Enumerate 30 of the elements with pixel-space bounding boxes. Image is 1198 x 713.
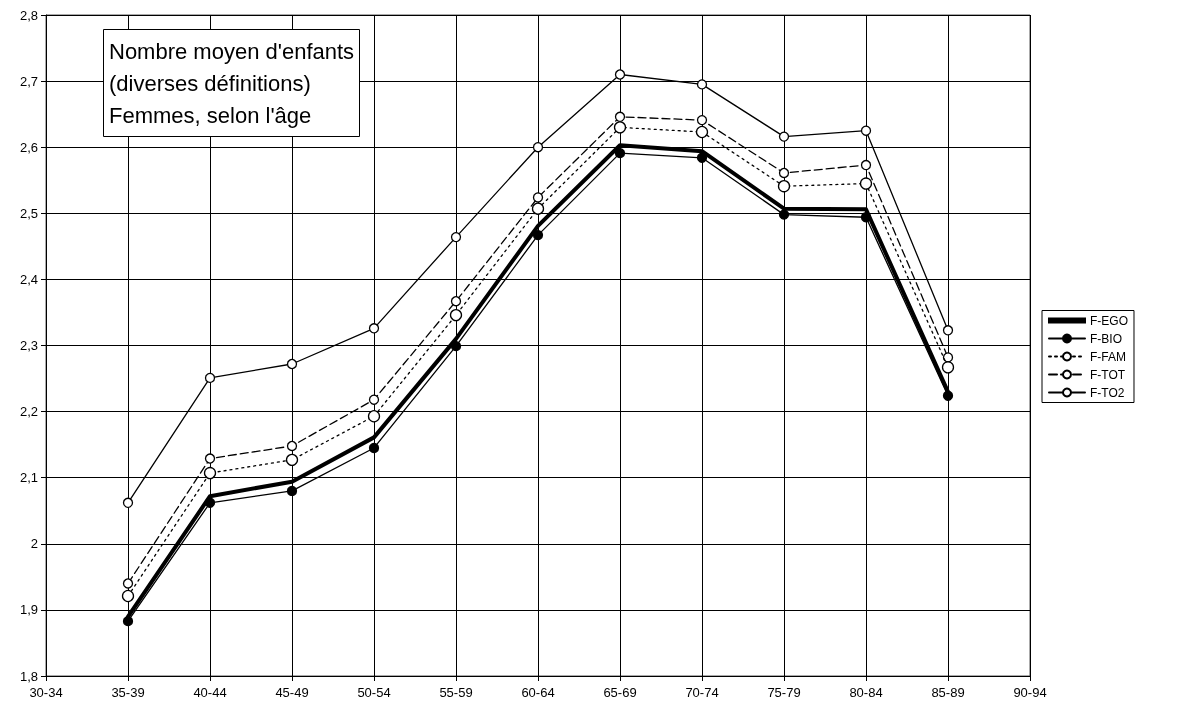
x-tick-label: 85-89 — [931, 685, 965, 700]
y-tick-label: 1,9 — [19, 602, 38, 618]
y-tick-label: 2,1 — [19, 470, 38, 486]
legend-label: F-TOT — [1090, 367, 1126, 382]
x-tick-label: 80-84 — [849, 685, 883, 700]
x-tick-label: 70-74 — [685, 685, 719, 700]
y-tick-label: 2,3 — [19, 338, 38, 353]
y-tick-label: 2,4 — [19, 271, 38, 287]
y-tick-label: 2 — [30, 536, 38, 552]
y-tick-label: 2,8 — [19, 7, 38, 23]
x-tick-label: 40-44 — [193, 685, 227, 700]
x-tick-label: 35-39 — [111, 685, 145, 700]
x-tick-label: 50-54 — [357, 685, 391, 700]
y-tick-label: 2,6 — [19, 139, 38, 155]
x-tick-label: 45-49 — [275, 685, 309, 700]
x-tick-label: 60-64 — [521, 685, 555, 700]
y-tick-label: 1,8 — [19, 668, 38, 684]
y-tick-label: 2,5 — [19, 205, 38, 221]
y-tick-label: 2,2 — [19, 404, 38, 420]
x-tick-label: 90-94 — [1013, 685, 1047, 700]
legend-label: F-BIO — [1090, 331, 1122, 346]
x-tick-label: 75-79 — [767, 685, 801, 700]
text: Nombre moyen d'enfants (diverses définitions) Femmes, selon l'âge — [109, 38, 355, 128]
legend-label: F-EGO — [1090, 313, 1128, 328]
y-tick-label: 2,7 — [19, 73, 38, 89]
x-tick-label: 65-69 — [603, 685, 637, 700]
x-tick-label: 55-59 — [439, 685, 473, 700]
legend-label: F-FAM — [1090, 349, 1126, 364]
legend-label: F-TO2 — [1090, 385, 1125, 400]
x-tick-label: 30-34 — [29, 685, 63, 700]
